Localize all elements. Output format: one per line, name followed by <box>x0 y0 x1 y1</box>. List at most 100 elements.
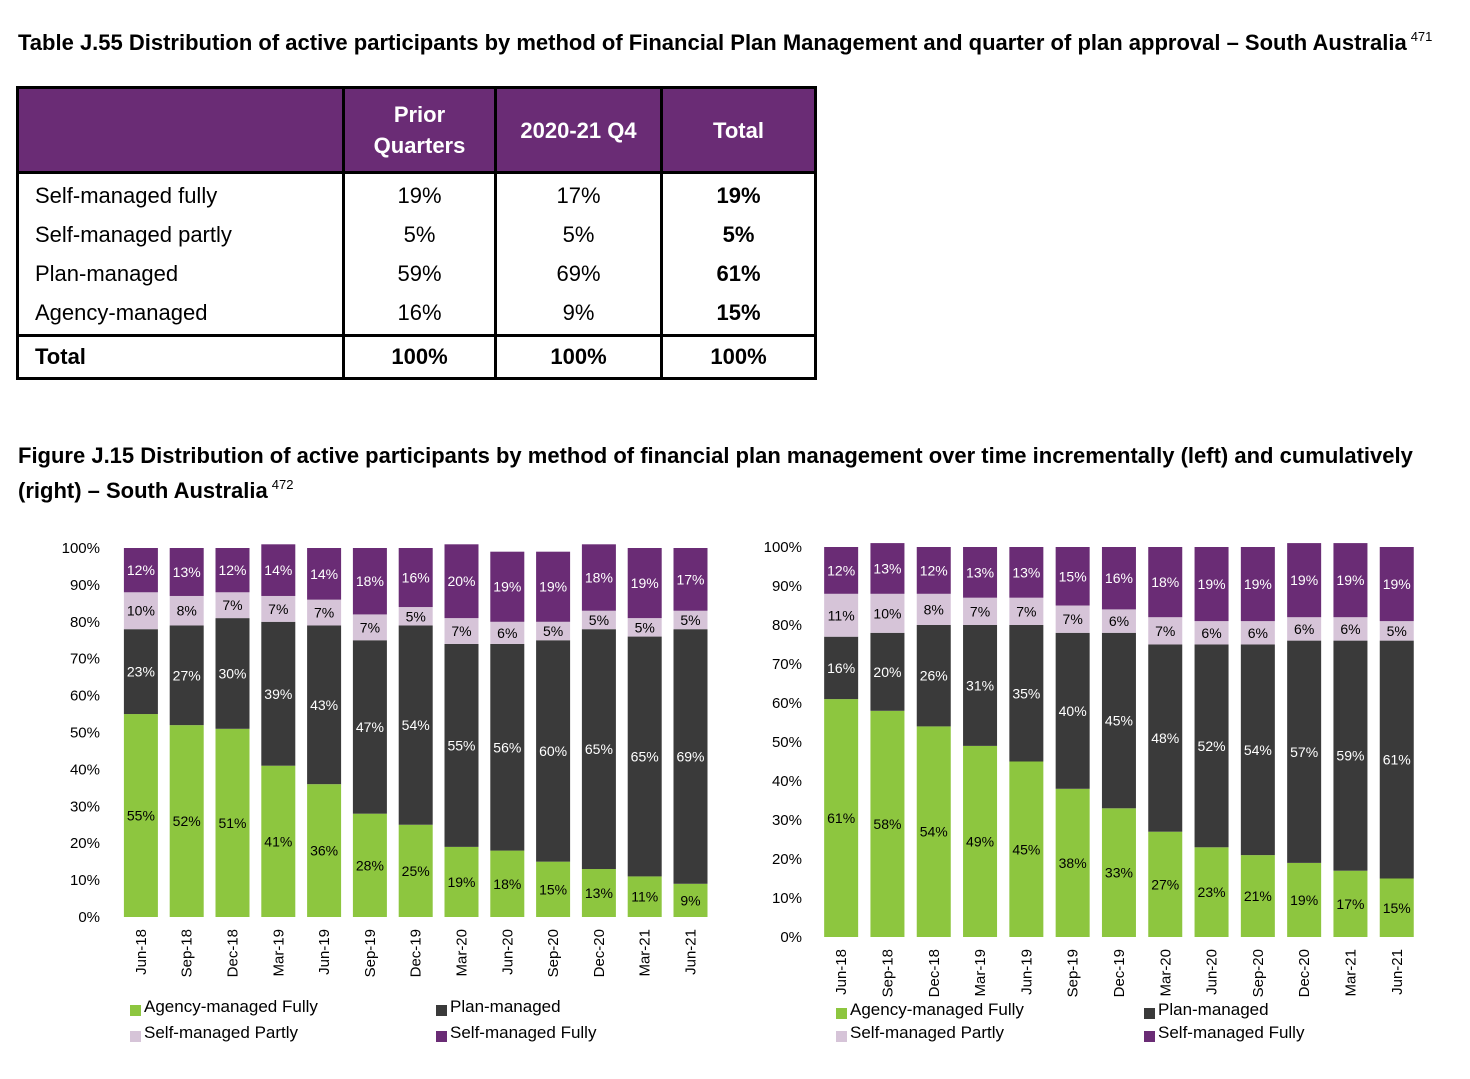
bar-segment-plan-managed <box>1194 644 1229 848</box>
bar-segment-self-managed-fully <box>123 548 158 593</box>
bar-segment-self-managed-partly <box>215 592 250 619</box>
table-header-row: Prior Quarters 2020-21 Q4 Total <box>16 86 817 174</box>
bar-segment-self-managed-fully <box>169 548 204 596</box>
data-label: 5% <box>635 619 655 635</box>
bar-segment-self-managed-fully <box>1194 547 1229 622</box>
bar-segment-self-managed-fully <box>963 547 998 598</box>
bar-segment-self-managed-fully <box>261 544 296 596</box>
legend-label: Self-managed Fully <box>1158 1023 1305 1042</box>
x-tick-label: Dec-18 <box>926 949 943 997</box>
bar-segment-self-managed-partly <box>444 618 479 644</box>
data-label: 55% <box>127 808 155 824</box>
y-tick-label: 20% <box>70 835 100 852</box>
bar-segment-self-managed-fully <box>536 551 571 622</box>
bar-segment-plan-managed <box>536 640 571 862</box>
row-label: Self-managed partly <box>16 215 345 254</box>
bar-segment-self-managed-fully <box>1240 547 1275 622</box>
bar-segment-agency-managed-fully <box>352 813 387 917</box>
bar-segment-self-managed-fully <box>352 548 387 615</box>
data-label: 13% <box>966 564 994 580</box>
data-label: 54% <box>402 717 430 733</box>
data-label: 65% <box>585 741 613 757</box>
data-label: 8% <box>924 601 944 617</box>
x-tick-label: Mar-19 <box>972 949 989 997</box>
financial-plan-management-table: Prior Quarters 2020-21 Q4 Total Self-man… <box>16 86 817 380</box>
bar-segment-self-managed-partly <box>1009 597 1044 625</box>
legend-item-plan-managed: Plan-managed <box>1144 1000 1269 1019</box>
data-label: 58% <box>873 816 901 832</box>
cell-total: 15% <box>660 293 817 336</box>
table-caption: Table J.55 Distribution of active partic… <box>18 22 1458 57</box>
bar-segment-agency-managed-fully <box>490 850 525 917</box>
y-tick-label: 30% <box>70 798 100 815</box>
y-tick-label: 20% <box>772 851 802 868</box>
data-label: 23% <box>1198 884 1226 900</box>
cell-prior: 16% <box>342 293 497 336</box>
data-label: 12% <box>920 562 948 578</box>
legend-swatch <box>836 1008 847 1019</box>
y-tick-label: 40% <box>70 761 100 778</box>
data-label: 16% <box>1105 570 1133 586</box>
legend-swatch <box>436 1031 447 1042</box>
bar-segment-agency-managed-fully <box>536 861 571 917</box>
legend-label: Self-managed Fully <box>450 1023 597 1042</box>
data-label: 7% <box>1016 603 1036 619</box>
bar-segment-self-managed-fully <box>307 548 342 600</box>
x-tick-label: Jun-21 <box>683 929 700 975</box>
data-label: 19% <box>1198 576 1226 592</box>
x-tick-label: Jun-18 <box>133 929 150 975</box>
x-tick-label: Dec-19 <box>1111 949 1128 997</box>
row-label: Self-managed fully <box>16 172 345 215</box>
bar-segment-plan-managed <box>1333 640 1368 871</box>
data-label: 7% <box>1063 611 1083 627</box>
y-tick-label: 40% <box>772 773 802 790</box>
data-label: 7% <box>314 605 334 621</box>
y-tick-label: 70% <box>772 656 802 673</box>
data-label: 25% <box>402 863 430 879</box>
bar-segment-plan-managed <box>352 640 387 814</box>
figure-caption-text: Figure J.15 Distribution of active parti… <box>18 443 1413 503</box>
x-tick-label: Jun-19 <box>1018 949 1035 995</box>
legend-swatch <box>130 1005 141 1016</box>
legend-swatch <box>836 1031 847 1042</box>
bar-segment-plan-managed <box>1101 632 1136 809</box>
bar-segment-agency-managed-fully <box>123 714 158 917</box>
bar-segment-self-managed-partly <box>1333 617 1368 641</box>
total-cell-total: 100% <box>660 334 817 380</box>
legend-item-self-managed-fully: Self-managed Fully <box>436 1023 597 1042</box>
y-tick-label: 0% <box>78 909 100 926</box>
bar-segment-agency-managed-fully <box>1055 788 1090 937</box>
data-label: 19% <box>1383 576 1411 592</box>
data-label: 61% <box>827 810 855 826</box>
bar-segment-plan-managed <box>261 621 296 766</box>
bar-segment-self-managed-partly <box>1287 617 1322 641</box>
legend-item-agency-managed-fully: Agency-managed Fully <box>130 997 318 1016</box>
data-label: 54% <box>920 824 948 840</box>
cell-q4: 5% <box>494 215 663 254</box>
cell-q4: 17% <box>494 172 663 215</box>
cell-total: 5% <box>660 215 817 254</box>
y-tick-label: 100% <box>62 540 100 557</box>
data-label: 69% <box>676 748 704 764</box>
data-label: 52% <box>173 813 201 829</box>
row-label: Plan-managed <box>16 254 345 293</box>
bar-segment-self-managed-fully <box>1287 543 1322 618</box>
data-label: 11% <box>828 607 855 623</box>
x-tick-label: Sep-19 <box>1065 949 1082 997</box>
bar-segment-self-managed-partly <box>1194 621 1229 645</box>
bar-segment-agency-managed-fully <box>963 745 998 937</box>
incremental-stacked-bar-chart: 0% 10% 20% 30% 40% 50% 60% 70% 80% 90% 100% 55% 23% 1… <box>62 540 708 1042</box>
bar-segment-self-managed-partly <box>627 618 662 637</box>
bar-segment-plan-managed <box>1379 640 1414 879</box>
data-label: 20% <box>873 664 901 680</box>
data-label: 7% <box>970 603 990 619</box>
data-label: 12% <box>127 562 155 578</box>
table-caption-text: Table J.55 Distribution of active partic… <box>18 30 1407 55</box>
data-label: 21% <box>1244 888 1272 904</box>
cell-q4: 69% <box>494 254 663 293</box>
bar-segment-self-managed-partly <box>123 592 158 630</box>
y-tick-label: 30% <box>772 812 802 829</box>
bar-segment-plan-managed <box>1009 625 1044 762</box>
legend-label: Agency-managed Fully <box>144 997 318 1016</box>
bar-segment-self-managed-partly <box>307 599 342 626</box>
